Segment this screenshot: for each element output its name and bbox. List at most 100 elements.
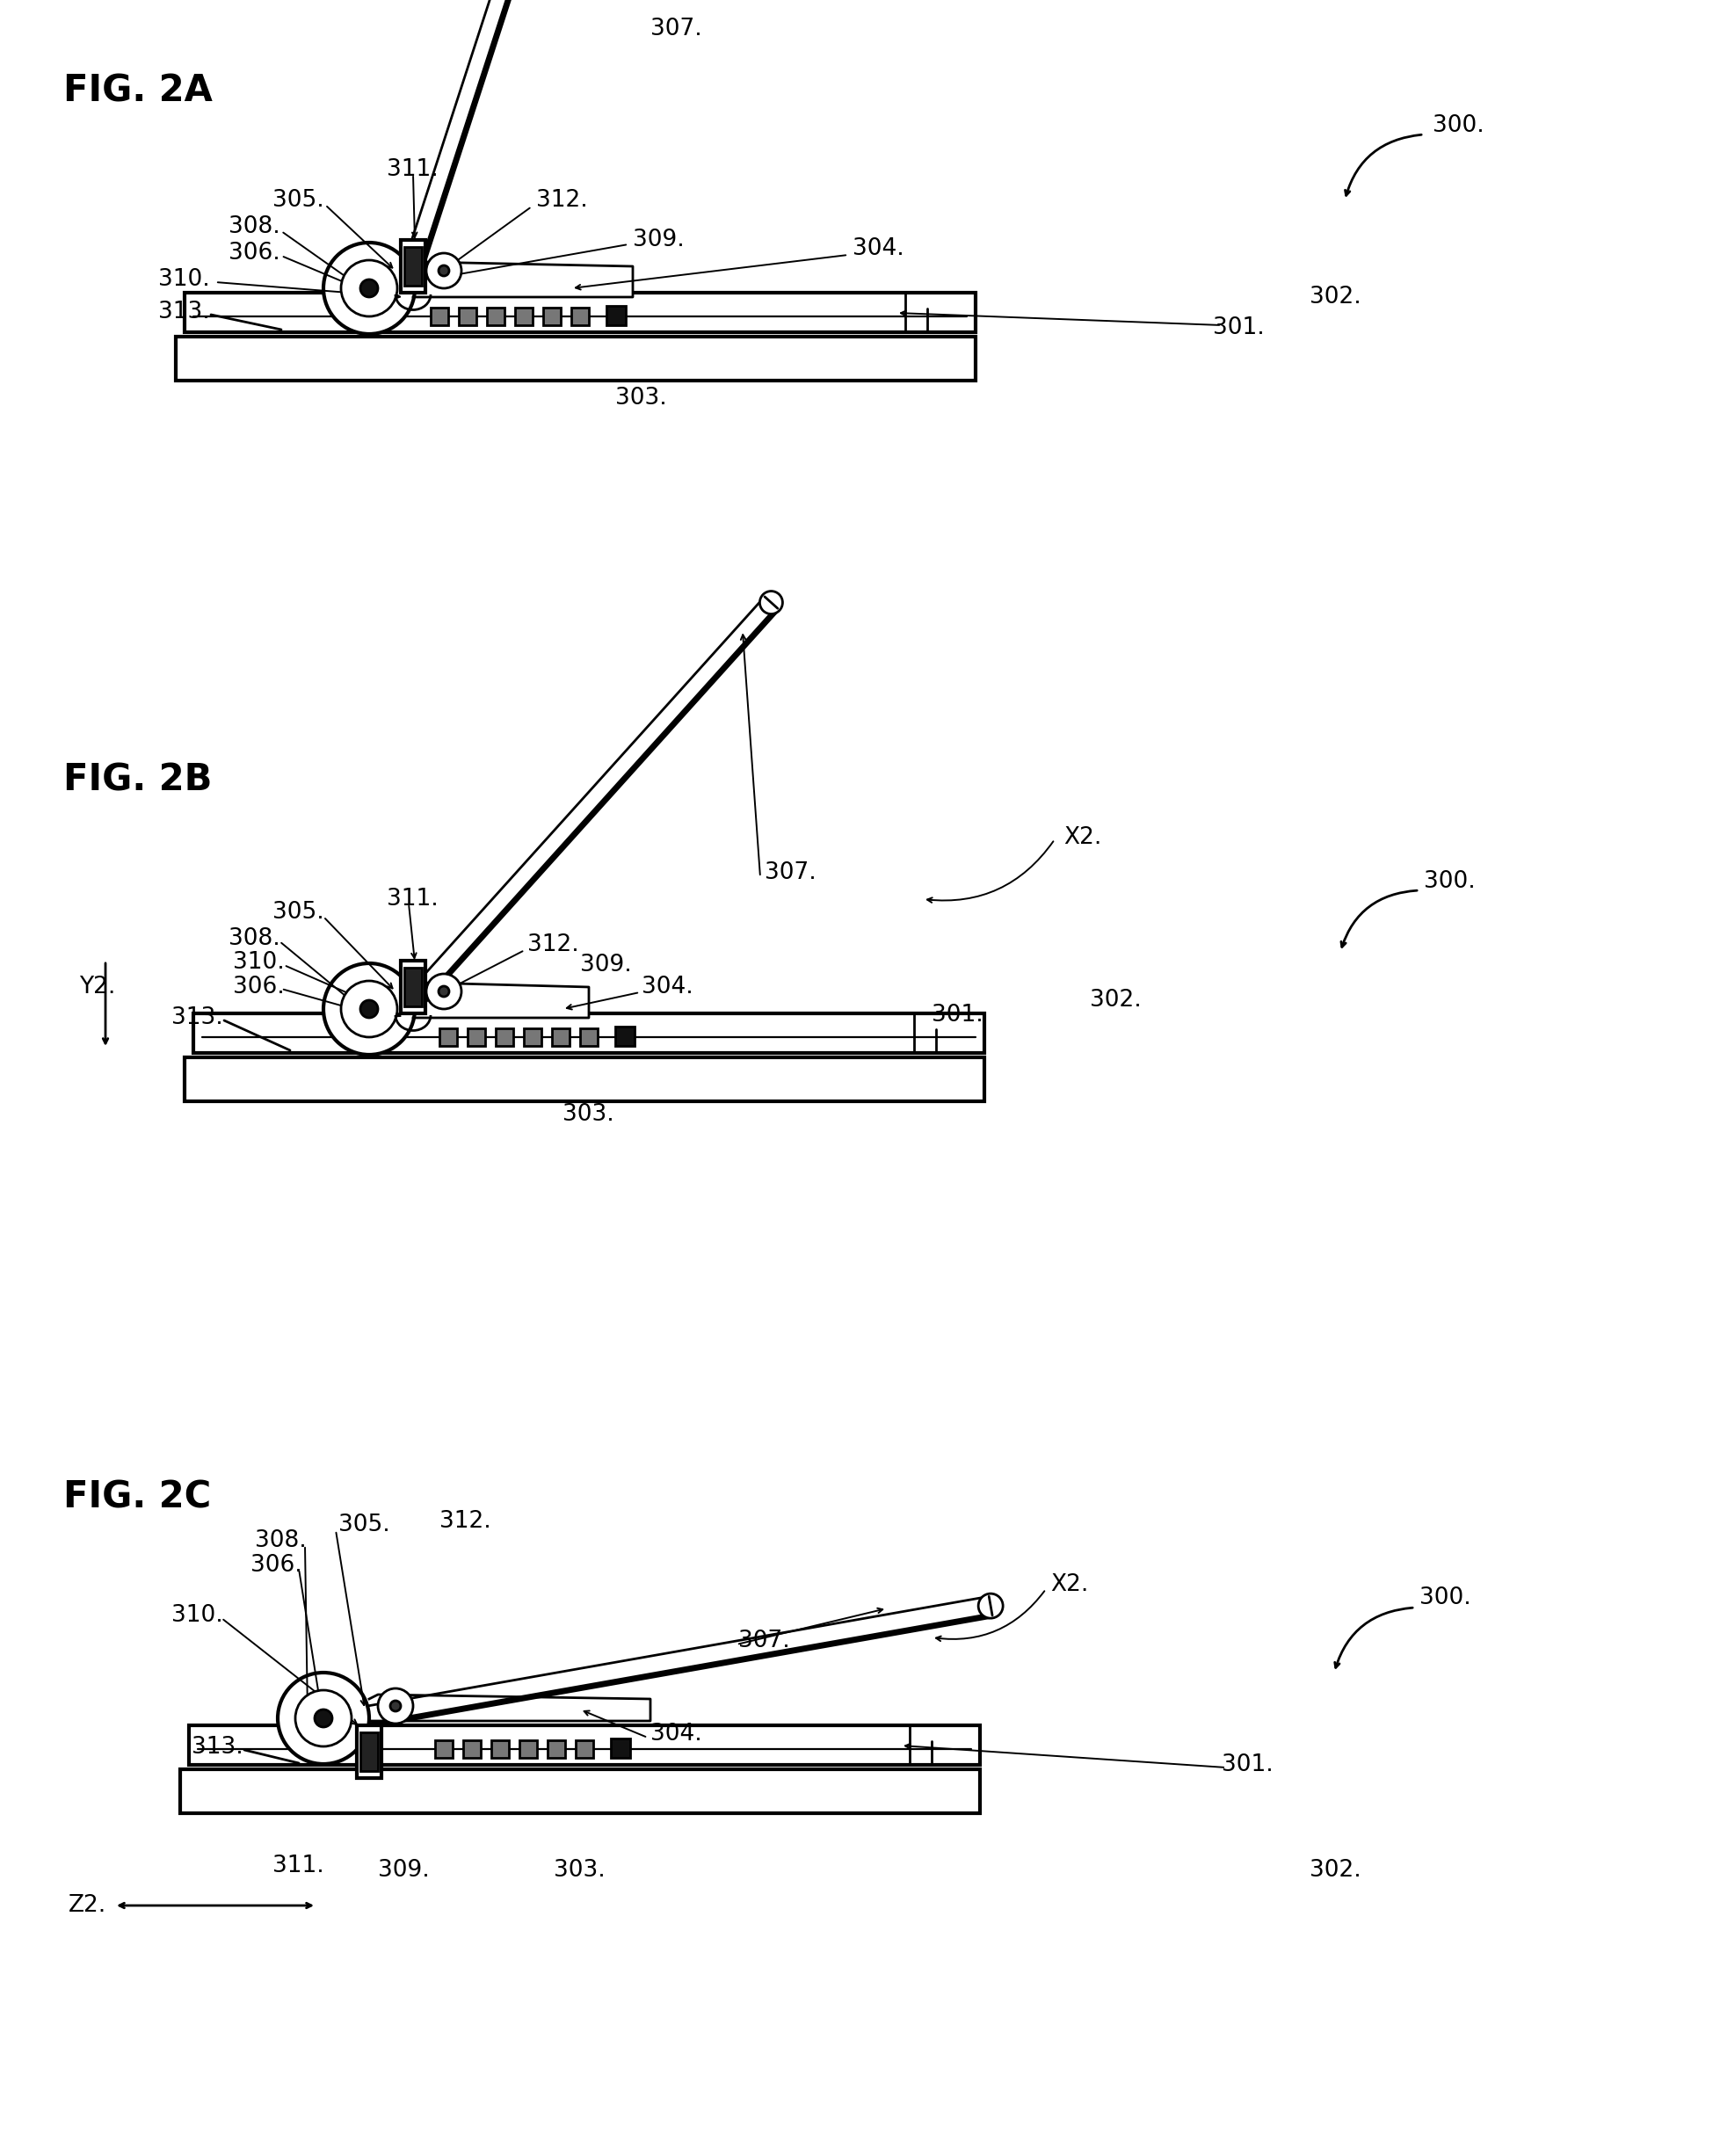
Text: 301.: 301. bbox=[1221, 1753, 1273, 1777]
Bar bbox=[181, 1770, 979, 1813]
Circle shape bbox=[359, 1000, 378, 1018]
Text: 305.: 305. bbox=[339, 1514, 390, 1537]
Bar bbox=[544, 308, 561, 326]
Circle shape bbox=[439, 985, 449, 996]
Text: FIG. 2C: FIG. 2C bbox=[64, 1479, 212, 1516]
Text: 302.: 302. bbox=[1309, 285, 1361, 308]
Text: X2.: X2. bbox=[1049, 1574, 1087, 1595]
Text: 310.: 310. bbox=[232, 951, 284, 975]
Text: 313.: 313. bbox=[158, 300, 210, 323]
Bar bbox=[401, 239, 425, 293]
Text: 312.: 312. bbox=[439, 1509, 490, 1533]
Text: 304.: 304. bbox=[650, 1723, 702, 1746]
Bar bbox=[468, 1028, 485, 1046]
Bar bbox=[490, 1740, 509, 1757]
Text: 309.: 309. bbox=[580, 953, 631, 977]
Text: 302.: 302. bbox=[1089, 990, 1140, 1011]
Text: 307.: 307. bbox=[738, 1630, 789, 1651]
Circle shape bbox=[427, 252, 461, 289]
Text: 300.: 300. bbox=[1431, 114, 1483, 138]
Text: 309.: 309. bbox=[378, 1858, 430, 1882]
Text: 300.: 300. bbox=[1419, 1587, 1471, 1608]
Text: 313.: 313. bbox=[191, 1736, 243, 1759]
Bar bbox=[404, 248, 421, 285]
Circle shape bbox=[341, 261, 397, 317]
Text: 305.: 305. bbox=[272, 190, 323, 211]
Text: 305.: 305. bbox=[272, 901, 323, 923]
Text: 308.: 308. bbox=[229, 216, 280, 237]
Text: 306.: 306. bbox=[229, 241, 280, 265]
Circle shape bbox=[359, 280, 378, 298]
Text: Y2.: Y2. bbox=[79, 977, 115, 998]
Text: 306.: 306. bbox=[232, 977, 284, 998]
Bar bbox=[459, 308, 476, 326]
Circle shape bbox=[296, 1690, 351, 1746]
Bar bbox=[435, 1740, 452, 1757]
Text: 304.: 304. bbox=[642, 977, 693, 998]
Bar bbox=[193, 1013, 984, 1052]
Bar bbox=[439, 1028, 458, 1046]
Bar bbox=[189, 1725, 979, 1766]
Bar bbox=[495, 1028, 513, 1046]
Text: 308.: 308. bbox=[255, 1529, 306, 1552]
Bar bbox=[356, 1725, 382, 1779]
Bar bbox=[359, 1733, 378, 1770]
Text: 307.: 307. bbox=[650, 17, 702, 41]
Circle shape bbox=[323, 964, 415, 1054]
Bar bbox=[547, 1740, 564, 1757]
Bar bbox=[519, 1740, 537, 1757]
Circle shape bbox=[759, 591, 783, 614]
Text: 310.: 310. bbox=[158, 267, 210, 291]
Bar bbox=[514, 308, 531, 326]
Text: 301.: 301. bbox=[1213, 317, 1264, 338]
Text: FIG. 2B: FIG. 2B bbox=[64, 761, 212, 800]
Text: 313.: 313. bbox=[172, 1007, 224, 1028]
Text: 311.: 311. bbox=[387, 157, 439, 181]
Polygon shape bbox=[413, 983, 588, 1018]
Bar bbox=[616, 1026, 635, 1046]
Circle shape bbox=[341, 981, 397, 1037]
Polygon shape bbox=[413, 261, 633, 298]
Bar bbox=[611, 1738, 630, 1757]
Text: 307.: 307. bbox=[764, 862, 815, 884]
Circle shape bbox=[390, 1701, 401, 1712]
Text: 312.: 312. bbox=[537, 190, 588, 211]
Text: 303.: 303. bbox=[616, 386, 667, 410]
Bar bbox=[552, 1028, 569, 1046]
Text: 311.: 311. bbox=[272, 1854, 323, 1878]
Bar bbox=[523, 1028, 542, 1046]
Text: 312.: 312. bbox=[526, 934, 578, 957]
Bar bbox=[184, 293, 975, 332]
Circle shape bbox=[427, 975, 461, 1009]
Text: 304.: 304. bbox=[851, 237, 903, 261]
Bar bbox=[404, 968, 421, 1007]
Bar bbox=[576, 1740, 593, 1757]
Bar bbox=[463, 1740, 480, 1757]
Bar bbox=[430, 308, 447, 326]
Text: 308.: 308. bbox=[229, 927, 280, 951]
Bar bbox=[605, 306, 626, 326]
Text: FIG. 2A: FIG. 2A bbox=[64, 71, 213, 110]
Bar bbox=[401, 962, 425, 1013]
Text: 311.: 311. bbox=[387, 888, 439, 910]
Circle shape bbox=[323, 244, 415, 334]
Circle shape bbox=[378, 1688, 413, 1723]
Text: 300.: 300. bbox=[1422, 871, 1474, 893]
Text: 306.: 306. bbox=[251, 1554, 303, 1576]
Circle shape bbox=[439, 265, 449, 276]
Circle shape bbox=[979, 1593, 1003, 1619]
Text: 309.: 309. bbox=[633, 229, 685, 252]
Bar bbox=[571, 308, 588, 326]
Bar bbox=[175, 336, 975, 382]
Text: Z2.: Z2. bbox=[69, 1895, 107, 1917]
Circle shape bbox=[315, 1710, 332, 1727]
Bar bbox=[580, 1028, 597, 1046]
Text: 302.: 302. bbox=[1309, 1858, 1361, 1882]
Bar bbox=[184, 1056, 984, 1102]
Text: 303.: 303. bbox=[554, 1858, 605, 1882]
Text: 303.: 303. bbox=[562, 1104, 614, 1125]
Text: X2.: X2. bbox=[1063, 826, 1101, 849]
Text: 310.: 310. bbox=[172, 1604, 224, 1628]
Circle shape bbox=[277, 1673, 370, 1764]
Text: 301.: 301. bbox=[931, 1005, 982, 1026]
